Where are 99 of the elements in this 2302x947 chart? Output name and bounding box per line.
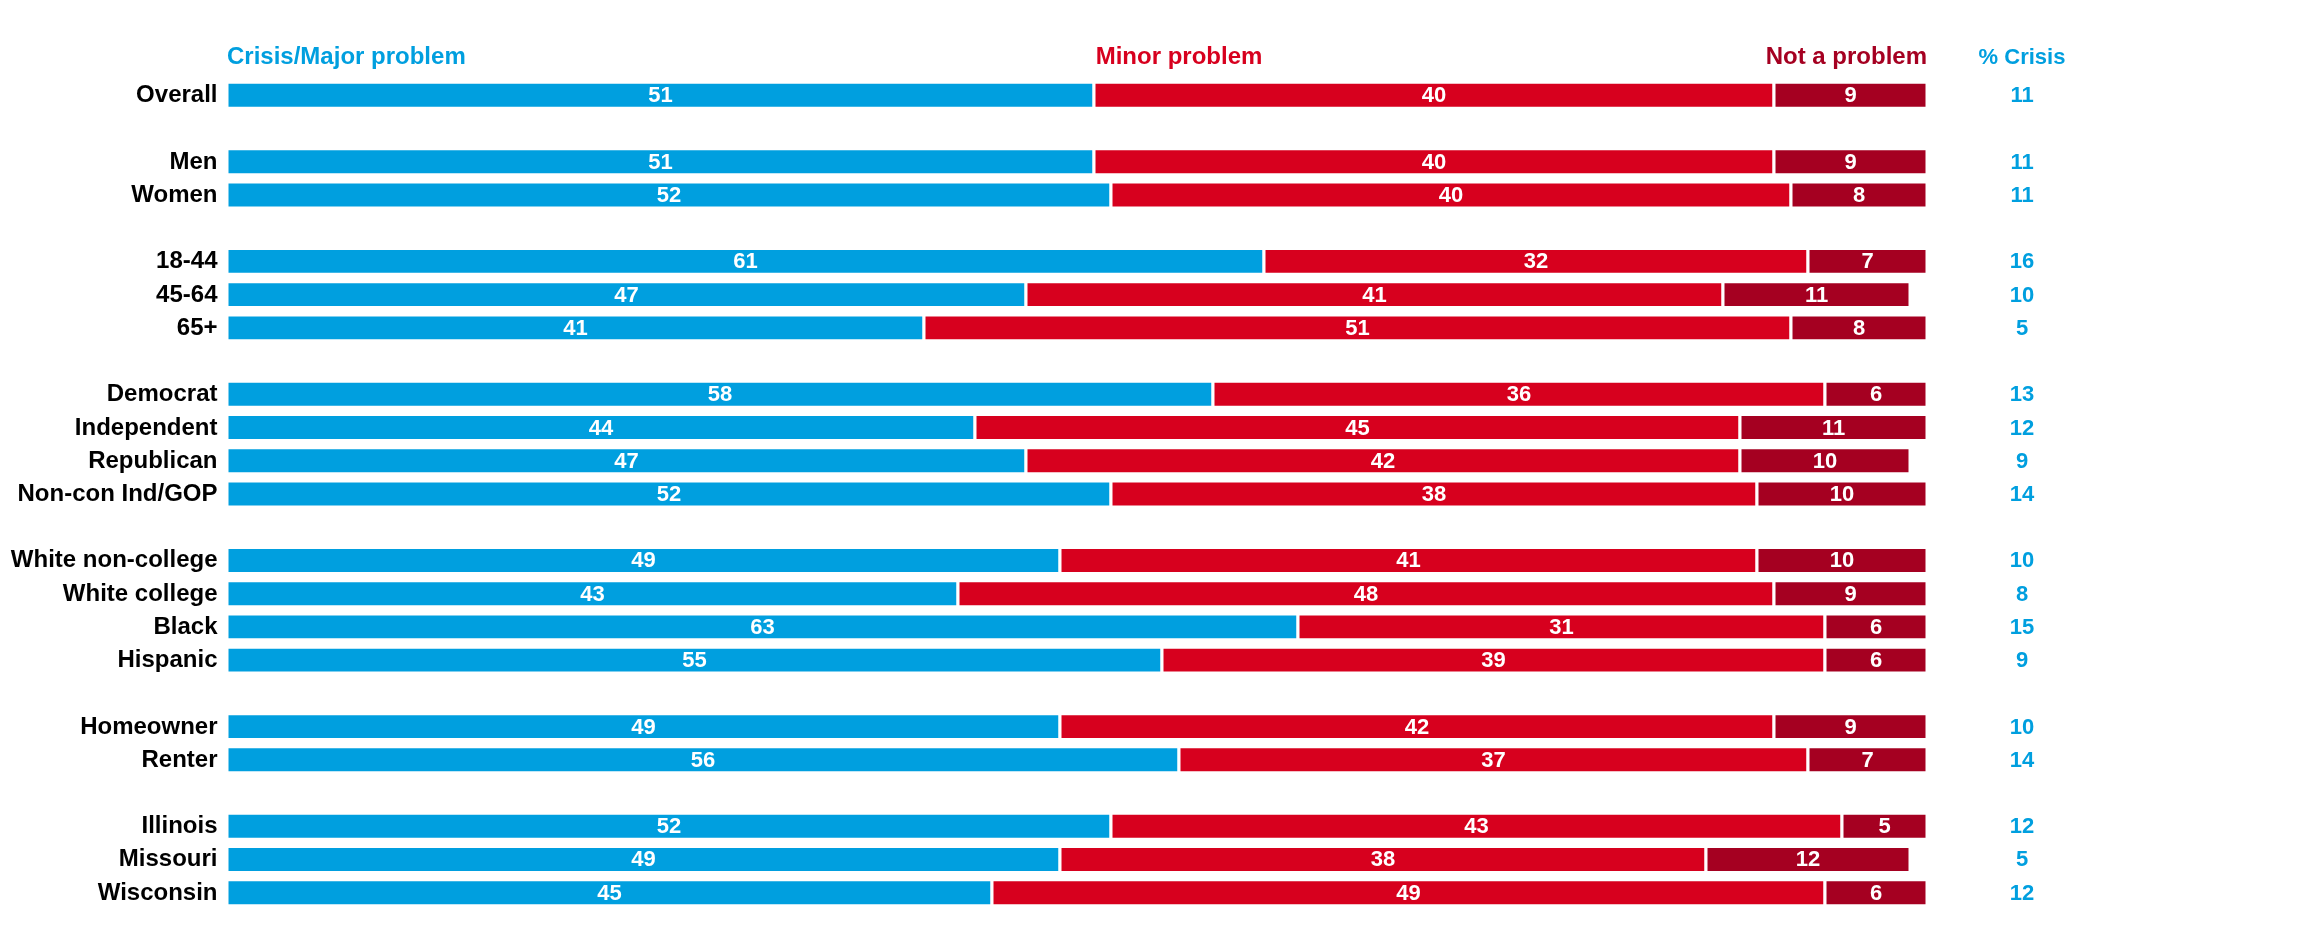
data-label: 5 bbox=[1878, 813, 1891, 839]
y-tick-label: Republican bbox=[88, 445, 218, 473]
data-label: 8 bbox=[1852, 314, 1866, 340]
data-label: 51 bbox=[648, 148, 673, 174]
data-label: 37 bbox=[1481, 746, 1506, 772]
data-label: 38 bbox=[1421, 481, 1447, 506]
text: 13 bbox=[2009, 381, 2035, 407]
y-tick-label: Men bbox=[169, 146, 218, 174]
text: 12 bbox=[2009, 813, 2035, 839]
data-label: 32 bbox=[1523, 248, 1549, 274]
y-tick-label: Illinois bbox=[141, 811, 218, 839]
data-label: 38 bbox=[1370, 846, 1396, 872]
data-label: 49 bbox=[631, 846, 656, 872]
data-label: 41 bbox=[1362, 281, 1387, 307]
y-tick-label: Independent bbox=[74, 412, 218, 440]
series-label: Crisis/Major problem bbox=[227, 42, 466, 69]
y-tick-label: 65+ bbox=[176, 312, 218, 340]
text: 10 bbox=[2009, 713, 2035, 739]
y-tick-label: White college bbox=[62, 578, 218, 606]
data-label: 56 bbox=[690, 746, 716, 772]
data-label: 47 bbox=[614, 447, 639, 473]
text: 11 bbox=[2010, 181, 2034, 207]
data-label: 43 bbox=[580, 580, 605, 606]
data-label: 40 bbox=[1438, 181, 1464, 207]
data-label: 31 bbox=[1549, 613, 1574, 639]
text: 15 bbox=[2009, 613, 2035, 639]
text: 16 bbox=[2009, 248, 2035, 274]
y-tick-label: 18-44 bbox=[156, 246, 219, 274]
data-label: 47 bbox=[614, 281, 639, 307]
text: 8 bbox=[2015, 580, 2029, 606]
y-tick-label: Wisconsin bbox=[97, 877, 218, 905]
y-tick-label: Renter bbox=[141, 744, 218, 772]
y-tick-label: Women bbox=[131, 179, 218, 207]
data-label: 6 bbox=[1869, 381, 1883, 407]
text: 14 bbox=[2009, 746, 2035, 772]
y-tick-label: Black bbox=[153, 611, 219, 639]
text: 5 bbox=[2015, 314, 2029, 340]
data-label: 41 bbox=[1396, 547, 1421, 573]
data-label: 9 bbox=[1844, 82, 1857, 108]
text: 11 bbox=[2010, 82, 2034, 108]
data-label: 10 bbox=[1829, 481, 1855, 506]
data-label: 40 bbox=[1421, 82, 1447, 108]
y-tick-label: Homeowner bbox=[80, 711, 218, 739]
data-label: 41 bbox=[563, 314, 588, 340]
text: 10 bbox=[2009, 281, 2035, 307]
text: 10 bbox=[2009, 547, 2035, 573]
data-label: 45 bbox=[1345, 414, 1370, 440]
data-label: 6 bbox=[1869, 647, 1883, 673]
data-label: 42 bbox=[1404, 713, 1430, 739]
text: 9 bbox=[2015, 447, 2029, 473]
data-label: 55 bbox=[682, 647, 707, 673]
data-label: 51 bbox=[648, 82, 673, 108]
data-label: 45 bbox=[597, 879, 622, 905]
text: 5 bbox=[2015, 846, 2029, 872]
text: % Crisis bbox=[1978, 44, 2066, 69]
data-label: 12 bbox=[1795, 846, 1821, 872]
data-label: 49 bbox=[1396, 879, 1421, 905]
text: 12 bbox=[2009, 414, 2035, 440]
data-label: 39 bbox=[1481, 647, 1506, 673]
data-label: 6 bbox=[1869, 879, 1883, 905]
data-label: 63 bbox=[750, 613, 775, 639]
data-label: 9 bbox=[1844, 148, 1857, 174]
data-label: 10 bbox=[1812, 447, 1838, 473]
y-tick-label: Missouri bbox=[118, 844, 218, 872]
data-label: 52 bbox=[656, 813, 682, 839]
data-label: 7 bbox=[1861, 746, 1874, 772]
data-label: 49 bbox=[631, 713, 656, 739]
data-label: 48 bbox=[1353, 580, 1379, 606]
data-label: 49 bbox=[631, 547, 656, 573]
y-tick-label: Non-con Ind/GOP bbox=[17, 479, 218, 506]
text: 9 bbox=[2015, 647, 2029, 673]
text: 14 bbox=[2009, 481, 2035, 506]
data-label: 6 bbox=[1869, 613, 1883, 639]
data-label: 10 bbox=[1829, 547, 1855, 573]
data-label: 9 bbox=[1844, 580, 1857, 606]
y-tick-label: Overall bbox=[136, 80, 218, 108]
data-label: 40 bbox=[1421, 148, 1447, 174]
y-tick-label: 45-64 bbox=[156, 279, 219, 307]
data-label: 51 bbox=[1345, 314, 1370, 340]
y-tick-label: Democrat bbox=[106, 379, 218, 407]
data-label: 36 bbox=[1506, 381, 1532, 407]
data-label: 61 bbox=[733, 248, 758, 274]
series-label: Minor problem bbox=[1095, 42, 1263, 69]
y-tick-label: Hispanic bbox=[117, 645, 218, 673]
text: 12 bbox=[2009, 879, 2035, 905]
data-label: 42 bbox=[1370, 447, 1396, 473]
data-label: 11 bbox=[1821, 414, 1846, 440]
series-label: Not a problem bbox=[1765, 42, 1927, 69]
data-label: 8 bbox=[1852, 181, 1866, 207]
data-label: 58 bbox=[707, 381, 733, 407]
data-label: 9 bbox=[1844, 713, 1857, 739]
data-label: 7 bbox=[1861, 248, 1874, 274]
data-label: 11 bbox=[1804, 281, 1829, 307]
data-label: 52 bbox=[656, 481, 682, 506]
text: 11 bbox=[2010, 148, 2034, 174]
y-tick-label: White non-college bbox=[10, 545, 218, 573]
data-label: 43 bbox=[1464, 813, 1489, 839]
data-label: 44 bbox=[588, 414, 614, 440]
data-label: 52 bbox=[656, 181, 682, 207]
